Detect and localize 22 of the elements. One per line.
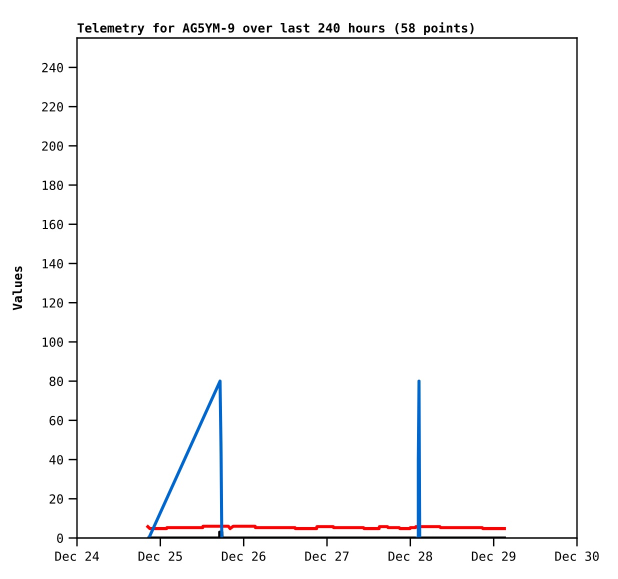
y-tick-label: 60 xyxy=(50,416,63,426)
x-tick-label: Dec 26 xyxy=(222,551,266,561)
x-tick-label: Dec 28 xyxy=(388,551,432,561)
y-axis-title: Values xyxy=(12,266,22,310)
y-tick-label: 180 xyxy=(42,180,63,190)
y-tick-label: 200 xyxy=(42,141,63,151)
x-tick-label: Dec 25 xyxy=(138,551,182,561)
y-tick-label: 140 xyxy=(42,258,63,268)
y-tick-label: 120 xyxy=(42,298,63,308)
y-tick-label: 40 xyxy=(49,455,63,465)
x-tick-label: Dec 27 xyxy=(305,551,349,561)
x-tick-label: Dec 29 xyxy=(472,551,516,561)
y-tick-label: 0 xyxy=(57,534,63,543)
y-tick-label: 80 xyxy=(50,376,63,386)
x-tick-label: Dec 24 xyxy=(55,551,99,561)
y-tick-label: 20 xyxy=(50,494,63,504)
y-tick-label: 100 xyxy=(42,337,63,347)
y-tick-label: 220 xyxy=(42,102,63,112)
y-tick-label: 160 xyxy=(42,220,63,230)
y-tick-label: 240 xyxy=(42,62,63,72)
x-tick-label: Dec 30 xyxy=(555,551,599,561)
chart-title: Telemetry for AG5YM-9 over last 240 hours (58 points) xyxy=(78,22,474,36)
